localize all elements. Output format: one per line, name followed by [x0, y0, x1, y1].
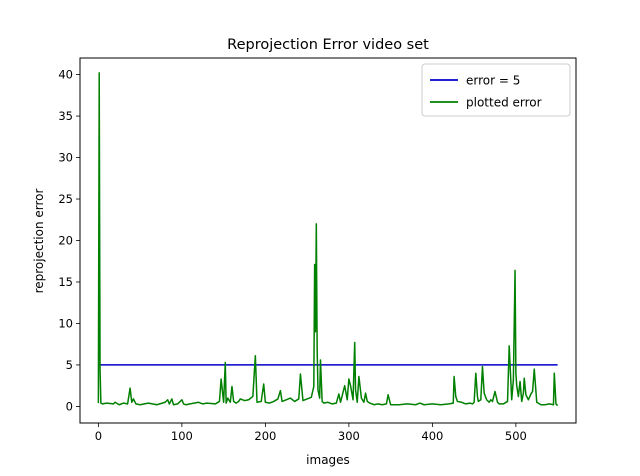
- chart-title: Reprojection Error video set: [227, 37, 429, 53]
- x-axis-label: images: [306, 453, 350, 467]
- legend-label-error-5: error = 5: [466, 74, 520, 88]
- series-line-plotted-error: [97, 72, 559, 407]
- y-tick-label: 5: [66, 358, 73, 372]
- y-tick-label: 25: [58, 192, 73, 206]
- y-tick-label: 40: [58, 68, 73, 82]
- y-tick-label: 30: [58, 151, 73, 165]
- series-layer: [97, 72, 559, 407]
- plot-frame: [79, 57, 577, 424]
- ticks-layer: 0 100 200 300 400 500 0 5 10 15 20 25 30 35 40: [58, 68, 526, 443]
- x-tick-label: 500: [505, 429, 527, 443]
- x-tick-label: 0: [95, 429, 102, 443]
- legend-box: [421, 63, 571, 117]
- legend-label-plotted-error: plotted error: [466, 96, 542, 110]
- y-tick-label: 10: [58, 316, 73, 330]
- x-tick-label: 300: [338, 429, 360, 443]
- y-tick-label: 0: [66, 399, 73, 413]
- y-tick-label: 15: [58, 275, 73, 289]
- legend: error = 5 plotted error: [421, 63, 571, 117]
- x-tick-label: 100: [171, 429, 193, 443]
- x-tick-label: 400: [421, 429, 443, 443]
- y-tick-label: 20: [58, 234, 73, 248]
- x-tick-label: 200: [254, 429, 276, 443]
- y-axis-label: reprojection error: [32, 189, 46, 294]
- y-tick-label: 35: [58, 109, 73, 123]
